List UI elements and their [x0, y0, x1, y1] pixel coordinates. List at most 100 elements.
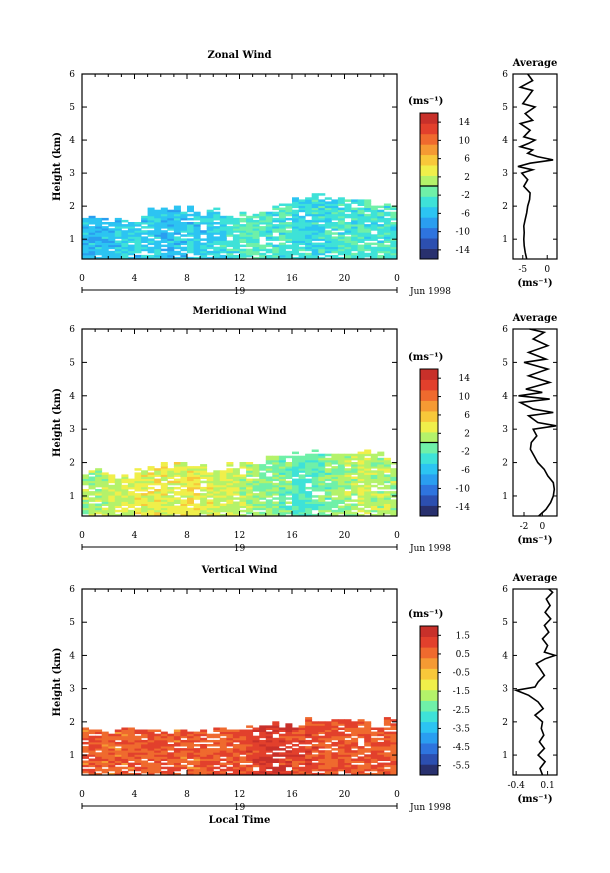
- heatmap-cell: [292, 240, 299, 243]
- heatmap-cell: [213, 228, 221, 231]
- heatmap-cell: [324, 207, 332, 211]
- heatmap-cell: [364, 203, 372, 206]
- heatmap-cell: [383, 768, 391, 772]
- heatmap-cell: [206, 213, 214, 217]
- heatmap-cell: [147, 230, 155, 233]
- heatmap-cell: [357, 453, 365, 457]
- heatmap-cell: [82, 507, 89, 511]
- heatmap-cell: [298, 501, 306, 504]
- heatmap-cell: [232, 480, 240, 484]
- heatmap-cell: [324, 476, 332, 479]
- heatmap-cell: [127, 224, 135, 227]
- heatmap-cell: [193, 482, 201, 486]
- heatmap-cell: [246, 482, 254, 486]
- heatmap-cell: [390, 511, 398, 515]
- heatmap-cell: [390, 493, 398, 496]
- heatmap-cell: [318, 739, 326, 743]
- heatmap-cell: [364, 735, 372, 739]
- heatmap-cell: [127, 246, 135, 250]
- heatmap-cell: [272, 459, 280, 463]
- heatmap-cell: [193, 770, 201, 774]
- heatmap-cell: [213, 472, 221, 475]
- heatmap-cell: [173, 236, 181, 239]
- heatmap-cell: [160, 766, 168, 770]
- heatmap-cell: [114, 222, 122, 225]
- heatmap-cell: [370, 472, 378, 475]
- heatmap-cell: [193, 246, 201, 250]
- heatmap-cell: [200, 250, 208, 254]
- heatmap-cell: [206, 766, 214, 770]
- heatmap-cell: [337, 476, 345, 479]
- heatmap-cell: [383, 240, 391, 243]
- heatmap-cell: [82, 764, 89, 768]
- heatmap-cell: [265, 505, 273, 509]
- heatmap-cell: [252, 758, 260, 761]
- heatmap-cell: [318, 226, 326, 229]
- heatmap-cell: [226, 219, 234, 223]
- heatmap-cell: [318, 201, 326, 204]
- heatmap-cell: [344, 244, 352, 248]
- heatmap-cell: [390, 484, 398, 488]
- heatmap-cell: [311, 495, 319, 498]
- heatmap-cell: [357, 236, 365, 239]
- heatmap-cell: [232, 760, 240, 763]
- heatmap-cell: [141, 503, 149, 506]
- heatmap-cell: [331, 459, 339, 463]
- heatmap-cell: [167, 756, 175, 759]
- heatmap-cell: [337, 760, 345, 763]
- heatmap-cell: [200, 511, 208, 515]
- heatmap-cell: [357, 495, 365, 498]
- x-tick-label: 20: [339, 274, 351, 284]
- heatmap-cell: [114, 493, 122, 496]
- heatmap-cell: [357, 750, 365, 753]
- heatmap-cell: [318, 466, 326, 469]
- heatmap-cell: [252, 238, 260, 241]
- heatmap-cell: [324, 211, 332, 215]
- heatmap-cell: [278, 248, 286, 252]
- heatmap-cell: [121, 495, 129, 498]
- heatmap-cell: [121, 509, 129, 513]
- heatmap-cell: [180, 764, 188, 768]
- heatmap-cell: [357, 232, 365, 235]
- heatmap-cell: [311, 228, 319, 231]
- heatmap-cell: [206, 474, 214, 477]
- heatmap-cell: [101, 744, 109, 747]
- heatmap-cell: [213, 733, 221, 737]
- heatmap-cell: [377, 511, 385, 515]
- heatmap-cell: [331, 723, 339, 726]
- heatmap-cell: [331, 499, 339, 502]
- heatmap-cell: [285, 497, 293, 500]
- heatmap-cell: [278, 770, 286, 774]
- heatmap-cell: [285, 480, 293, 484]
- heatmap-cell: [298, 248, 306, 252]
- heatmap-cell: [239, 217, 247, 221]
- heatmap-cell: [377, 254, 385, 258]
- heatmap-cell: [187, 222, 194, 225]
- heatmap-cell: [285, 491, 293, 494]
- heatmap-cell: [167, 489, 175, 492]
- heatmap-cell: [134, 501, 142, 504]
- heatmap-cell: [213, 236, 221, 239]
- heatmap-cell: [187, 768, 194, 772]
- heatmap-cell: [154, 480, 162, 484]
- heatmap-cell: [193, 248, 201, 252]
- inset-x-tick-label: 0: [544, 265, 550, 275]
- heatmap-cell: [285, 250, 293, 254]
- heatmap-cell: [311, 768, 319, 772]
- heatmap-cell: [206, 238, 214, 241]
- heatmap-cell: [370, 213, 378, 217]
- heatmap-cell: [121, 238, 129, 241]
- heatmap-cell: [344, 744, 352, 747]
- heatmap-cell: [180, 254, 188, 258]
- heatmap-cell: [219, 238, 227, 241]
- heatmap-cell: [154, 244, 162, 248]
- heatmap-cell: [213, 505, 221, 509]
- heatmap-cell: [101, 764, 109, 768]
- heatmap-cell: [377, 451, 385, 455]
- heatmap-cell: [134, 744, 142, 747]
- heatmap-cell: [318, 217, 326, 221]
- heatmap-cell: [141, 764, 149, 768]
- heatmap-cell: [167, 238, 175, 241]
- heatmap-cell: [108, 246, 116, 250]
